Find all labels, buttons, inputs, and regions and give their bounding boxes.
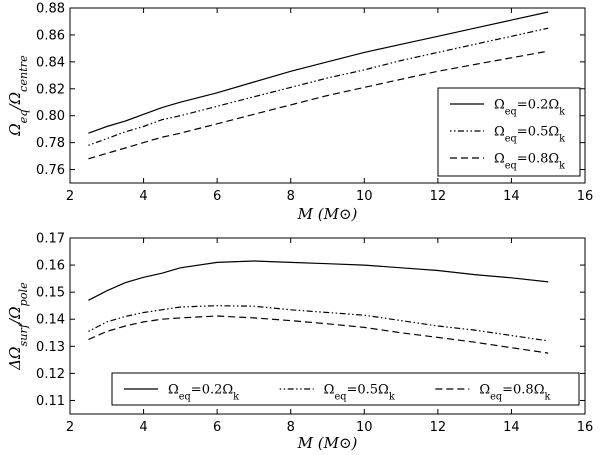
series-line-1	[88, 260, 549, 301]
y-tick-label: 0.17	[36, 232, 65, 247]
x-tick-label: 12	[430, 189, 447, 204]
legend-label-1: Ωeq=0.2Ωk	[168, 383, 239, 403]
x-tick-label: 16	[577, 189, 594, 204]
y-tick-label: 0.78	[36, 136, 65, 151]
y-tick-label: 0.15	[36, 286, 65, 301]
legend-label-2: Ωeq=0.5Ωk	[324, 383, 395, 403]
x-tick-label: 8	[287, 189, 295, 204]
y-tick-label: 0.12	[36, 367, 65, 382]
y-tick-label: 0.84	[36, 55, 65, 70]
y-axis-label: ΔΩsurf/Ωpole	[6, 282, 30, 371]
legend: Ωeq=0.2Ωk Ωeq=0.5Ωk Ωeq=0.8Ωk	[111, 372, 580, 406]
x-tick-label: 10	[356, 420, 373, 435]
y-tick-label: 0.16	[36, 259, 65, 274]
series-line-2	[88, 27, 549, 146]
x-tick-label: 4	[139, 189, 147, 204]
series-line-3	[88, 315, 549, 354]
series-line-1	[88, 11, 549, 134]
x-tick-label: 6	[213, 420, 221, 435]
x-tick-label: 12	[430, 420, 447, 435]
x-tick-label: 2	[66, 420, 74, 435]
y-tick-label: 0.14	[36, 313, 65, 328]
series-line-3	[88, 50, 549, 160]
plot-frame	[69, 237, 586, 415]
legend-box	[111, 372, 580, 406]
legend: Ωeq=0.2Ωk Ωeq=0.5Ωk Ωeq=0.8Ωk	[437, 87, 581, 177]
chart-panel-1: 2 4 6 8 10 12 14 16 0.76 0.78 0.80 0.82 0.84 0.86 0.88…	[6, 2, 593, 224]
x-axis-label: M (M⊙)	[297, 205, 358, 223]
y-tick-label: 0.82	[36, 82, 65, 97]
x-tick-label: 8	[287, 420, 295, 435]
y-tick-label: 0.88	[36, 2, 65, 17]
y-axis-label: Ωeq/Ωcentre	[6, 55, 30, 137]
y-tick-label: 0.76	[36, 163, 65, 178]
x-tick-label: 14	[503, 189, 520, 204]
series-line-2	[88, 305, 549, 342]
x-tick-label: 6	[213, 189, 221, 204]
legend-label-3: Ωeq=0.8Ωk	[494, 152, 565, 172]
plot-frame	[69, 7, 586, 184]
x-axis-label: M (M⊙)	[297, 434, 358, 452]
x-tick-label: 14	[503, 420, 520, 435]
chart-panel-2: 2 4 6 8 10 12 14 16 0.11 0.12 0.13 0.14 0.15 0.16 0.17…	[6, 232, 593, 453]
x-tick-label: 16	[577, 420, 594, 435]
x-tick-label: 2	[66, 189, 74, 204]
y-tick-label: 0.11	[36, 394, 65, 409]
legend-label-1: Ωeq=0.2Ωk	[494, 98, 565, 118]
y-tick-label: 0.80	[36, 109, 65, 124]
x-tick-label: 10	[356, 189, 373, 204]
legend-box	[437, 87, 581, 177]
x-tick-label: 4	[139, 420, 147, 435]
legend-label-3: Ωeq=0.8Ωk	[479, 383, 550, 403]
y-tick-label: 0.13	[36, 340, 65, 355]
y-tick-label: 0.86	[36, 28, 65, 43]
legend-label-2: Ωeq=0.5Ωk	[494, 125, 565, 145]
